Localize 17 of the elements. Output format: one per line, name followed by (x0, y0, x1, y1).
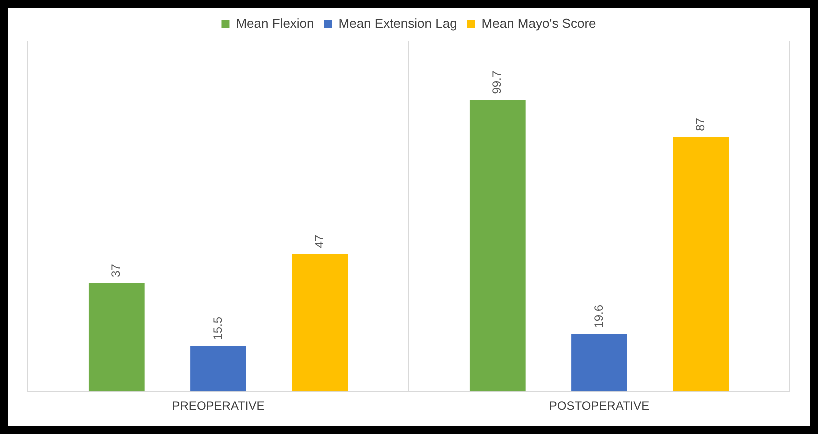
data-label: 87 (693, 118, 708, 132)
x-tick-label: POSTOPERATIVE (549, 399, 650, 414)
data-label: 47 (312, 234, 326, 248)
bar (190, 346, 246, 392)
legend-label: Mean Extension Lag (338, 16, 458, 32)
bar (673, 137, 730, 392)
bar (88, 284, 145, 392)
data-label: 99.7 (490, 70, 504, 94)
legend-label: Mean Flexion (236, 16, 314, 32)
data-label: 15.5 (210, 316, 225, 340)
bar (470, 100, 526, 392)
bar (292, 254, 348, 392)
legend-label: Mean Mayo's Score (482, 16, 596, 32)
data-label: 19.6 (592, 304, 606, 328)
data-label: 37 (109, 264, 124, 278)
bar (572, 334, 628, 392)
x-tick-label: PREOPERATIVE (172, 399, 265, 414)
